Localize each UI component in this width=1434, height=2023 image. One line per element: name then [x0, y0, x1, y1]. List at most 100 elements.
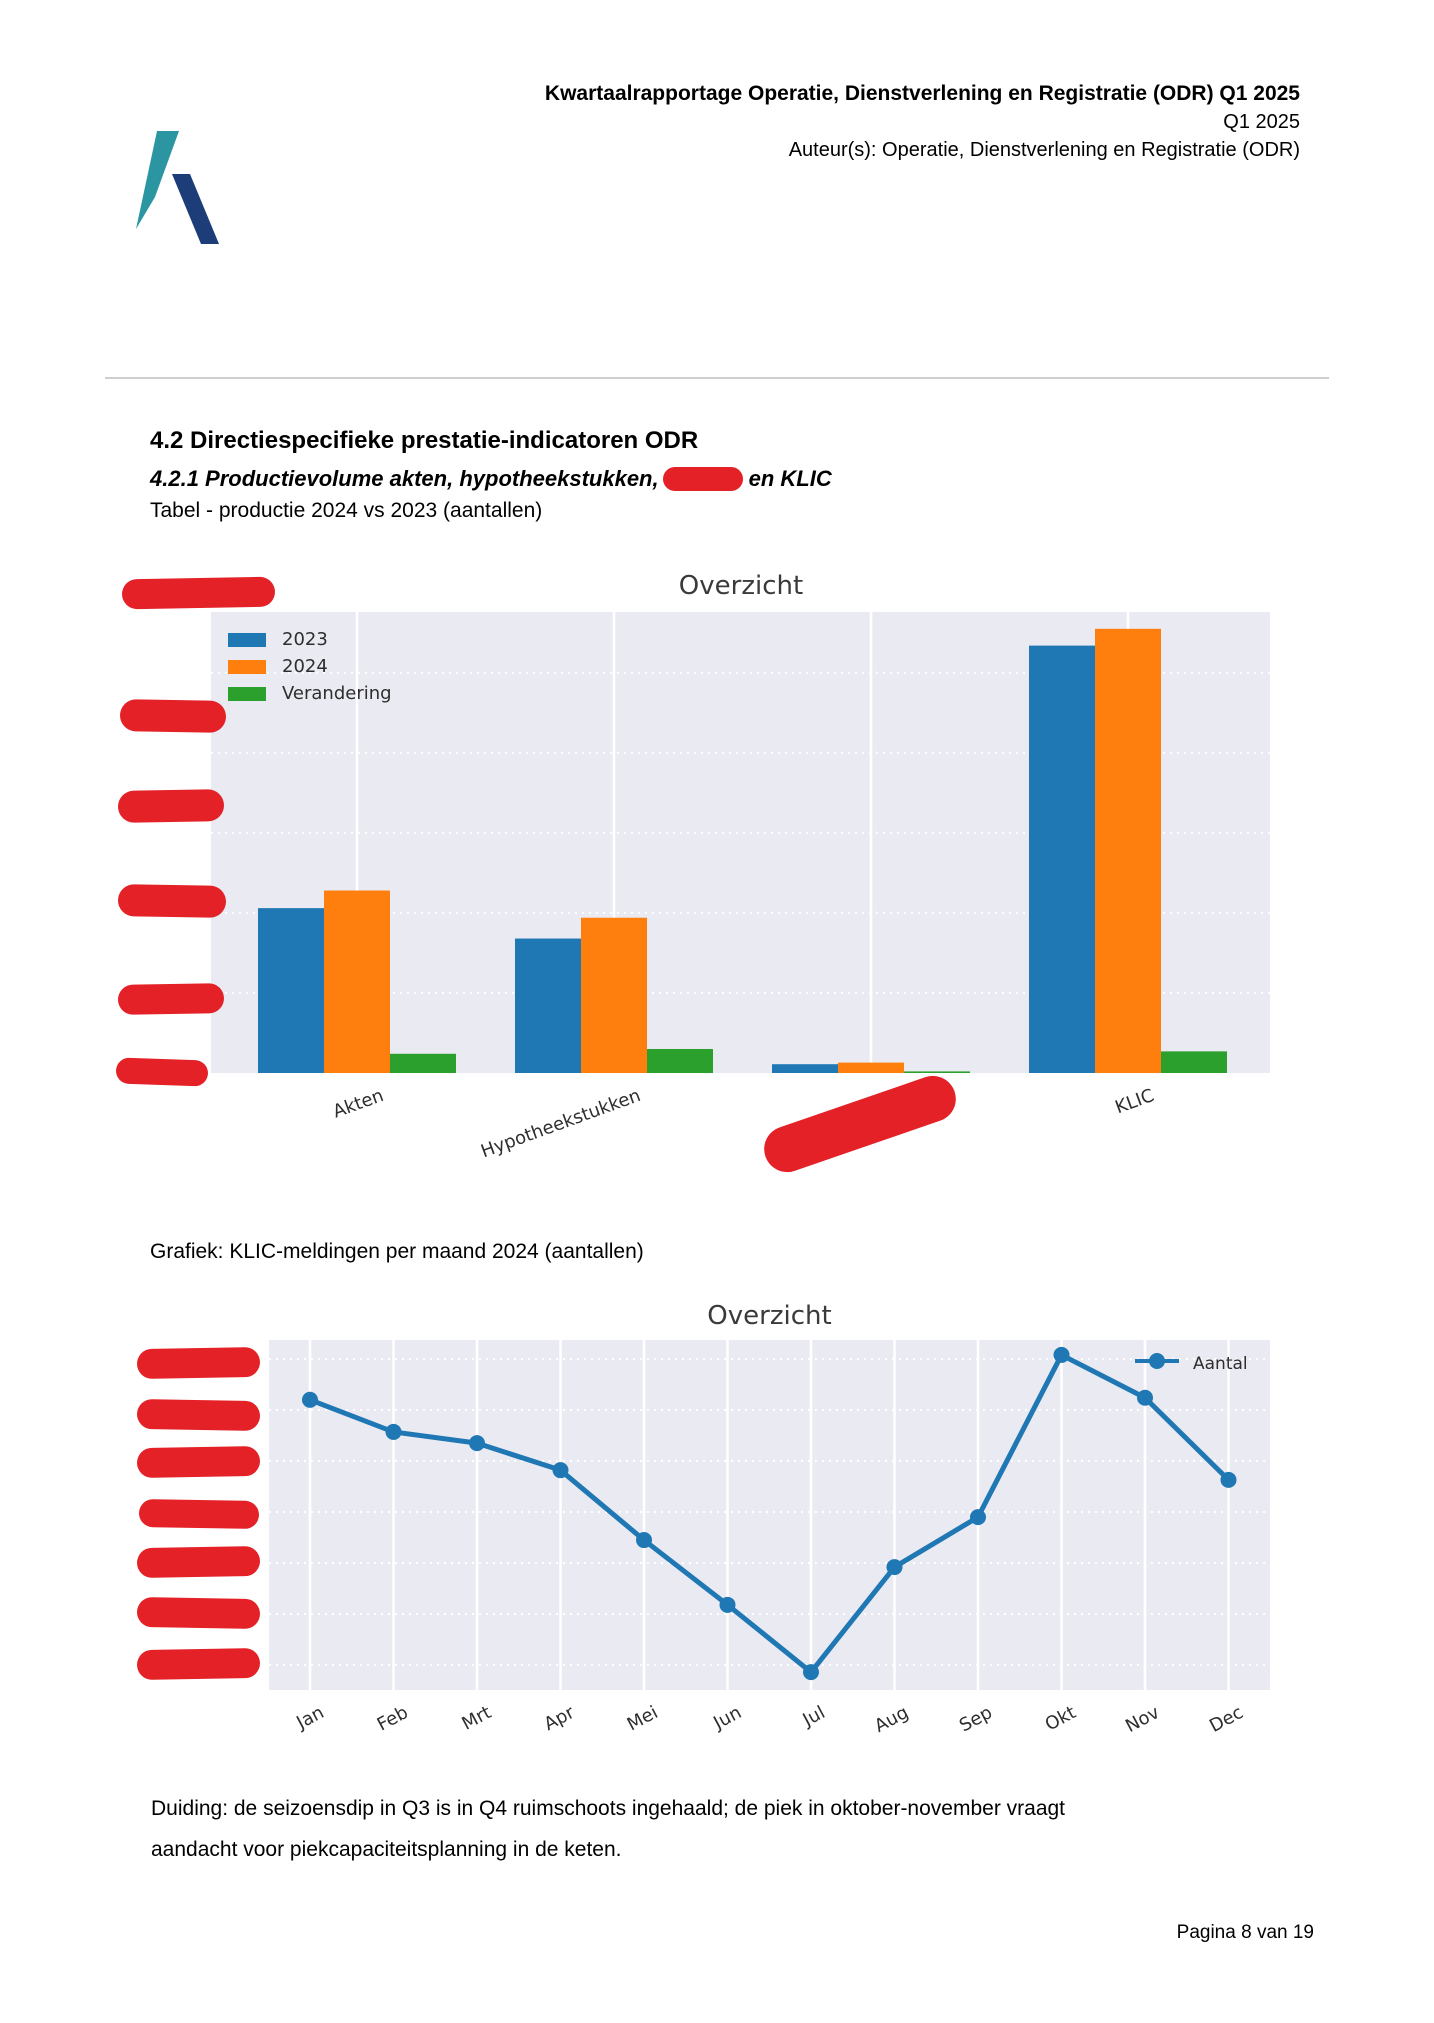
x-tick-label-text: Akten [329, 1085, 387, 1123]
x-tick-label: Nov [1118, 1702, 1163, 1737]
redaction-scribble [136, 1346, 261, 1380]
x-tick-label-text: Feb [373, 1702, 412, 1736]
bar-2023-Akten [258, 908, 324, 1073]
x-tick-label: Sep [952, 1702, 996, 1736]
redaction-scribble [115, 1057, 209, 1087]
page-number: Pagina 8 van 19 [1176, 1922, 1314, 1943]
x-tick-label-text: Jan [293, 1702, 328, 1734]
data-point-Mrt [469, 1435, 485, 1452]
data-point-Sep [970, 1509, 986, 1526]
bar-2024-Akten [324, 890, 390, 1073]
bar-Verandering-Akten [390, 1053, 456, 1073]
bar-chart-svg [211, 612, 1270, 1073]
x-tick-label-text: Hypotheekstukken [477, 1085, 644, 1163]
bar-2024-redacted [838, 1062, 904, 1073]
legend-row: Verandering [228, 680, 392, 707]
x-tick-label-text: Mei [624, 1702, 662, 1736]
x-tick-label-text: Apr [541, 1702, 579, 1736]
redaction-scribble [136, 1596, 261, 1630]
annotation-line-2: aandacht voor piekcapaciteitsplanning in… [151, 1838, 622, 1861]
x-tick-label-text: Jul [799, 1702, 829, 1731]
header-divider [105, 377, 1329, 379]
x-tick-label-text: Jun [710, 1702, 746, 1734]
x-tick-label: Aug [867, 1702, 912, 1737]
annotation-text: Duiding: de seizoensdip in Q3 is in Q4 r… [151, 1788, 1065, 1870]
x-tick-label: Apr [537, 1702, 578, 1735]
redaction-scribble [136, 1545, 261, 1579]
line-legend-marker-svg [1135, 1353, 1179, 1369]
legend-swatch-icon [228, 632, 266, 647]
x-tick-label-text: Aug [871, 1702, 913, 1738]
legend-dot-icon [1149, 1353, 1165, 1369]
redaction-scribble [117, 884, 227, 918]
legend-label: 2023 [282, 629, 328, 650]
x-tick-label: Okt [1038, 1702, 1080, 1735]
x-tick-label: Jul [797, 1702, 829, 1731]
bar-chart-plot [211, 612, 1270, 1078]
bar-2023-Hypotheekstukken [515, 938, 581, 1073]
line-series-Aantal [309, 1352, 1231, 1675]
redaction-scribble [117, 983, 225, 1015]
x-tick-label: KLIC [1110, 1085, 1158, 1118]
bar-2023-redacted [772, 1064, 838, 1073]
bar-chart-title: Overzicht [678, 571, 804, 601]
line-chart-title: Overzicht [707, 1301, 832, 1331]
bar-Verandering-redacted [904, 1071, 970, 1073]
logo-navy-stroke [172, 174, 219, 244]
logo-teal-stroke [136, 131, 179, 229]
redaction-scribble [138, 1498, 260, 1530]
x-tick-label-text: Nov [1121, 1702, 1163, 1738]
legend-label: 2024 [282, 656, 328, 677]
report-period: Q1 2025 [1223, 111, 1300, 133]
annotation-line-1: Duiding: de seizoensdip in Q3 is in Q4 r… [151, 1797, 1066, 1820]
bar-2023-KLIC [1029, 645, 1095, 1073]
table-caption: Tabel - productie 2024 vs 2023 (aantalle… [150, 499, 543, 522]
x-tick-label: Akten [327, 1085, 386, 1123]
data-point-Jul [803, 1664, 819, 1681]
legend-label: Verandering [282, 683, 392, 704]
x-tick-label: Feb [370, 1702, 411, 1736]
bar-2024-Hypotheekstukken [581, 917, 647, 1073]
report-title: Kwartaalrapportage Operatie, Dienstverle… [544, 82, 1300, 105]
data-point-Dec [1220, 1471, 1237, 1488]
x-tick-label-text: Mrt [458, 1702, 495, 1735]
redaction-blob-heading [662, 467, 743, 491]
section-heading: 4.2 Directiespecifieke prestatie-indicat… [150, 427, 699, 454]
legend-swatch-icon [228, 659, 266, 674]
x-tick-label: Dec [1202, 1702, 1247, 1737]
kadaster-logo [136, 131, 219, 244]
data-point-Feb [385, 1423, 402, 1440]
x-tick-label-text: KLIC [1112, 1085, 1158, 1119]
x-tick-label-text: Dec [1205, 1702, 1247, 1737]
legend-swatch-icon [228, 686, 266, 701]
legend-row: 2024 [228, 653, 392, 680]
line-chart-legend: Aantal [1133, 1352, 1248, 1375]
redaction-scribble [136, 1647, 261, 1681]
line-chart-month-labels: Jan Feb Mrt Apr Mei Jun Jul Aug Sep Okt Nov Dec [269, 1690, 1270, 1780]
data-point-Jan [302, 1391, 318, 1408]
x-tick-label: Jan [290, 1702, 327, 1734]
subsection-heading-suffix: en KLIC [748, 466, 832, 491]
plot-background [269, 1340, 1270, 1690]
data-point-Nov [1137, 1389, 1153, 1406]
line-legend-label: Aantal [1193, 1353, 1248, 1374]
bar-chart-legend: 2023 2024 Verandering [228, 626, 392, 707]
bar-chart-category-labels: Akten Hypotheekstukken KLIC [211, 1073, 1270, 1203]
data-point-Apr [552, 1462, 569, 1479]
bar-Verandering-KLIC [1161, 1051, 1227, 1073]
x-tick-label: Jun [707, 1702, 746, 1734]
x-tick-label-text: Sep [956, 1702, 996, 1737]
bar-2024-KLIC [1095, 628, 1161, 1073]
subsection-heading-prefix: 4.2.1 Productievolume akten, hypotheekst… [150, 466, 659, 491]
x-tick-label: Hypotheekstukken [468, 1085, 643, 1162]
x-tick-label-text: Okt [1041, 1702, 1080, 1736]
x-tick-label: Mrt [455, 1702, 495, 1735]
data-point-Aug [886, 1559, 903, 1576]
line-chart-svg [269, 1340, 1270, 1690]
data-point-Okt [1053, 1346, 1070, 1363]
legend-row: 2023 [228, 626, 392, 653]
graph-caption: Grafiek: KLIC-meldingen per maand 2024 (… [150, 1240, 644, 1263]
subsection-heading: 4.2.1 Productievolume akten, hypotheekst… [150, 466, 832, 492]
data-point-Mei [636, 1532, 652, 1549]
